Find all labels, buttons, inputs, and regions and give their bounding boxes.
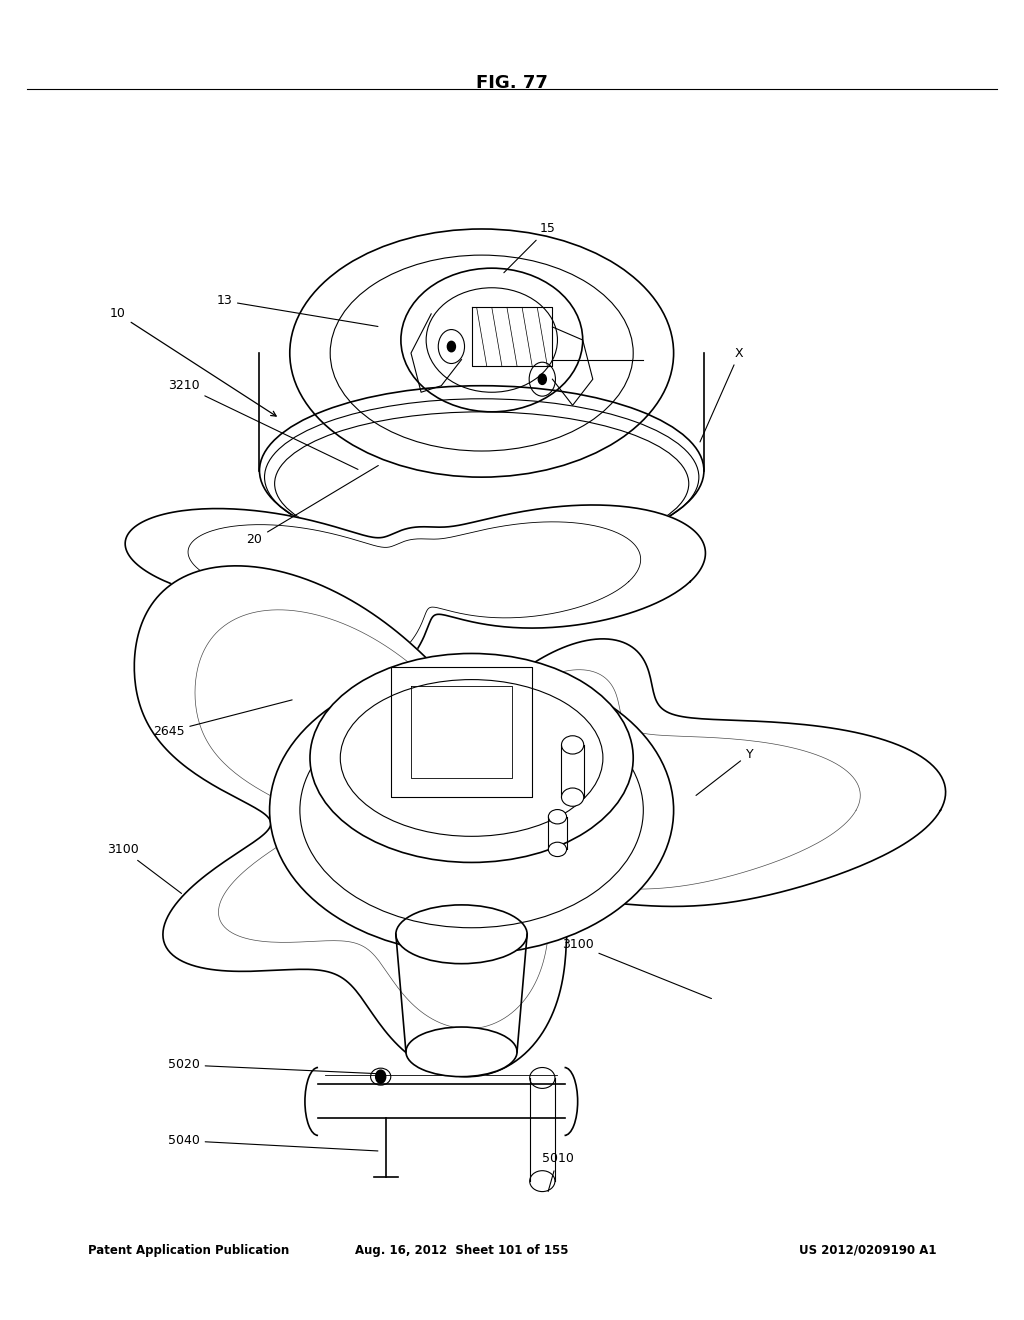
Text: 2645: 2645 <box>153 700 292 738</box>
Text: 20: 20 <box>247 466 378 546</box>
Text: US 2012/0209190 A1: US 2012/0209190 A1 <box>799 1243 936 1257</box>
Text: 5020: 5020 <box>168 1059 383 1074</box>
Polygon shape <box>125 506 706 701</box>
Ellipse shape <box>269 667 674 954</box>
Ellipse shape <box>310 653 633 862</box>
Text: 3210: 3210 <box>168 379 358 470</box>
Ellipse shape <box>529 1171 555 1192</box>
Text: 5040: 5040 <box>168 1134 378 1151</box>
Ellipse shape <box>396 906 527 964</box>
Ellipse shape <box>406 1027 517 1077</box>
Text: X: X <box>700 347 743 442</box>
Circle shape <box>539 374 547 384</box>
Ellipse shape <box>529 1068 555 1089</box>
Circle shape <box>447 342 456 351</box>
Text: Y: Y <box>696 747 754 796</box>
Text: 5010: 5010 <box>542 1152 573 1192</box>
Ellipse shape <box>561 788 584 807</box>
Ellipse shape <box>371 1068 391 1085</box>
Text: 10: 10 <box>111 308 276 416</box>
Text: FIG. 77: FIG. 77 <box>476 74 548 91</box>
Text: Patent Application Publication: Patent Application Publication <box>88 1243 289 1257</box>
Text: 13: 13 <box>216 294 378 326</box>
Text: 3100: 3100 <box>562 939 712 998</box>
Text: Aug. 16, 2012  Sheet 101 of 155: Aug. 16, 2012 Sheet 101 of 155 <box>354 1243 568 1257</box>
Ellipse shape <box>549 809 566 824</box>
Circle shape <box>376 1071 386 1084</box>
Text: 15: 15 <box>504 223 555 273</box>
Text: 3100: 3100 <box>108 843 181 894</box>
Polygon shape <box>134 566 945 1077</box>
Ellipse shape <box>549 842 566 857</box>
Ellipse shape <box>561 735 584 754</box>
